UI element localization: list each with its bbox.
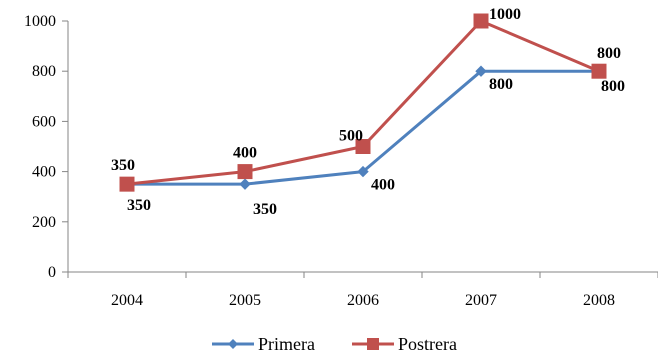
legend-item-postrera: Postrera <box>352 334 457 354</box>
data-point-marker <box>591 63 607 79</box>
x-tick-label: 2004 <box>111 292 143 309</box>
x-tick-label: 2005 <box>229 292 261 309</box>
series-postrera <box>119 13 607 192</box>
y-tick-label: 800 <box>32 63 56 80</box>
data-point-marker <box>239 178 251 190</box>
y-tick-label: 0 <box>48 264 56 281</box>
data-label: 350 <box>253 201 277 218</box>
legend-marker <box>367 338 379 350</box>
axes: 0 200 400 600 800 1000 2004 2005 2006 2007 2008 <box>24 13 658 309</box>
data-labels: 350 350 400 800 800 350 400 500 1000 800 <box>111 6 625 218</box>
data-label: 1000 <box>489 6 521 23</box>
legend-marker <box>228 339 238 349</box>
data-point-marker <box>475 65 487 77</box>
data-label: 500 <box>339 128 363 145</box>
data-point-marker <box>355 139 371 154</box>
legend-label: Primera <box>258 334 315 352</box>
data-point-marker <box>357 165 369 178</box>
data-label: 800 <box>597 45 621 62</box>
y-tick-label: 200 <box>32 214 56 231</box>
x-tick-label: 2007 <box>465 292 497 309</box>
y-tick-label: 1000 <box>24 13 56 30</box>
x-tick-label: 2006 <box>347 292 379 309</box>
series-primera <box>121 65 605 190</box>
data-point-marker <box>473 13 489 29</box>
legend: Primera Postrera <box>212 334 457 354</box>
data-label: 350 <box>111 157 135 174</box>
series-line <box>126 19 600 186</box>
x-tick-label: 2008 <box>583 292 615 309</box>
data-label: 400 <box>233 145 257 162</box>
data-label: 400 <box>371 177 395 194</box>
series-layer <box>119 13 607 192</box>
data-point-marker <box>237 164 253 180</box>
data-point-marker <box>119 176 135 192</box>
legend-item-primera: Primera <box>212 334 315 354</box>
y-tick-label: 600 <box>32 113 56 130</box>
data-label: 800 <box>601 78 625 95</box>
legend-label: Postrera <box>398 334 457 352</box>
data-label: 800 <box>489 76 513 93</box>
y-tick-label: 400 <box>32 164 56 181</box>
data-label: 350 <box>127 197 151 214</box>
